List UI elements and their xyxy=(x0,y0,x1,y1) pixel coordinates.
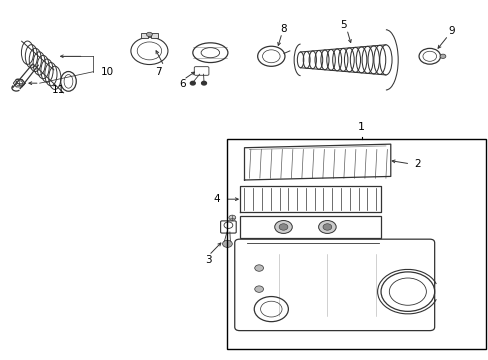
Circle shape xyxy=(318,221,335,233)
Bar xyxy=(151,33,158,39)
Text: 2: 2 xyxy=(413,159,420,169)
Text: 3: 3 xyxy=(204,255,211,265)
Bar xyxy=(239,216,380,238)
Circle shape xyxy=(228,215,235,220)
Circle shape xyxy=(201,81,206,85)
Text: 1: 1 xyxy=(357,122,364,132)
Circle shape xyxy=(323,224,331,230)
Text: 7: 7 xyxy=(155,67,162,77)
Text: 4: 4 xyxy=(213,194,220,204)
Circle shape xyxy=(254,286,263,292)
Text: 10: 10 xyxy=(101,67,114,77)
Circle shape xyxy=(279,224,287,230)
Circle shape xyxy=(190,81,195,85)
Text: 11: 11 xyxy=(52,85,65,95)
Circle shape xyxy=(274,221,292,233)
Circle shape xyxy=(222,240,232,247)
Circle shape xyxy=(254,265,263,271)
Text: 9: 9 xyxy=(447,26,454,36)
Circle shape xyxy=(146,32,152,37)
Text: 5: 5 xyxy=(340,20,346,30)
Circle shape xyxy=(439,54,445,58)
Text: 6: 6 xyxy=(179,78,186,89)
Text: 8: 8 xyxy=(280,24,286,34)
Bar xyxy=(227,139,485,348)
Bar xyxy=(141,33,148,39)
